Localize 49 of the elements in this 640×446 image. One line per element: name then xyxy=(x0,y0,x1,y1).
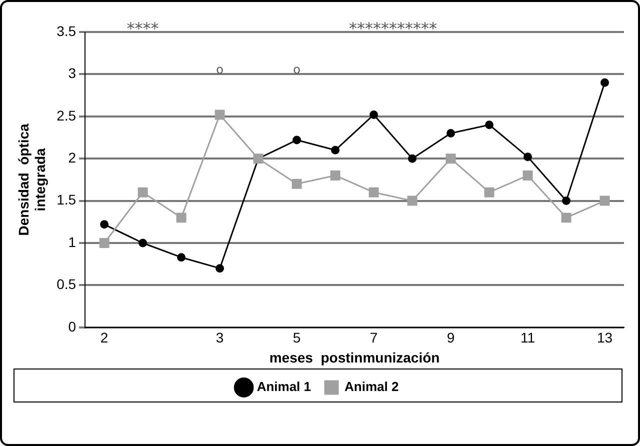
annotation: *********** xyxy=(349,19,438,38)
y-tick-label: 2.5 xyxy=(56,107,76,124)
annotation: **** xyxy=(126,19,159,38)
point xyxy=(562,196,571,206)
y-axis-title: Densidad óptica integrada xyxy=(15,123,48,236)
point xyxy=(214,110,225,120)
point xyxy=(484,187,494,198)
point xyxy=(600,78,609,87)
point xyxy=(446,154,456,164)
point xyxy=(330,170,340,180)
y-tick-label: 1.5 xyxy=(56,192,76,208)
y-tick-label: 0.5 xyxy=(56,276,76,292)
legend-label: Animal 2 xyxy=(344,379,399,394)
point xyxy=(600,196,610,206)
y-tick-label: 3.5 xyxy=(56,22,76,39)
y-tick-label: 1 xyxy=(68,234,76,250)
point xyxy=(138,238,148,248)
legend-label: Animal 1 xyxy=(256,379,312,394)
point xyxy=(522,170,533,180)
point xyxy=(368,187,379,198)
x-axis-title: meses postinmunización xyxy=(269,349,440,366)
point xyxy=(138,187,148,198)
x-tick-label: 13 xyxy=(596,330,613,346)
x-tick-label: 7 xyxy=(370,330,378,346)
point xyxy=(177,253,186,262)
point xyxy=(331,146,340,154)
point xyxy=(216,264,224,273)
point xyxy=(446,129,456,138)
point xyxy=(292,136,302,144)
point xyxy=(99,238,110,248)
x-tick-label: 9 xyxy=(446,330,455,346)
y-tick-label: 0 xyxy=(68,318,76,334)
y-tick-label: 2 xyxy=(68,149,76,166)
point xyxy=(370,110,378,119)
point xyxy=(561,212,572,223)
annotation: o xyxy=(293,62,300,77)
point xyxy=(485,120,494,130)
x-tick-label: 3 xyxy=(216,330,224,346)
point xyxy=(292,178,302,189)
point xyxy=(408,154,417,163)
annotation: o xyxy=(216,62,224,77)
x-tick-label: 2 xyxy=(100,330,108,346)
point xyxy=(524,152,532,162)
x-tick-label: 11 xyxy=(520,330,536,346)
point xyxy=(100,220,109,229)
point xyxy=(176,212,186,223)
x-tick-label: 5 xyxy=(292,330,301,346)
point xyxy=(407,196,418,206)
y-tick-label: 3 xyxy=(68,65,76,82)
